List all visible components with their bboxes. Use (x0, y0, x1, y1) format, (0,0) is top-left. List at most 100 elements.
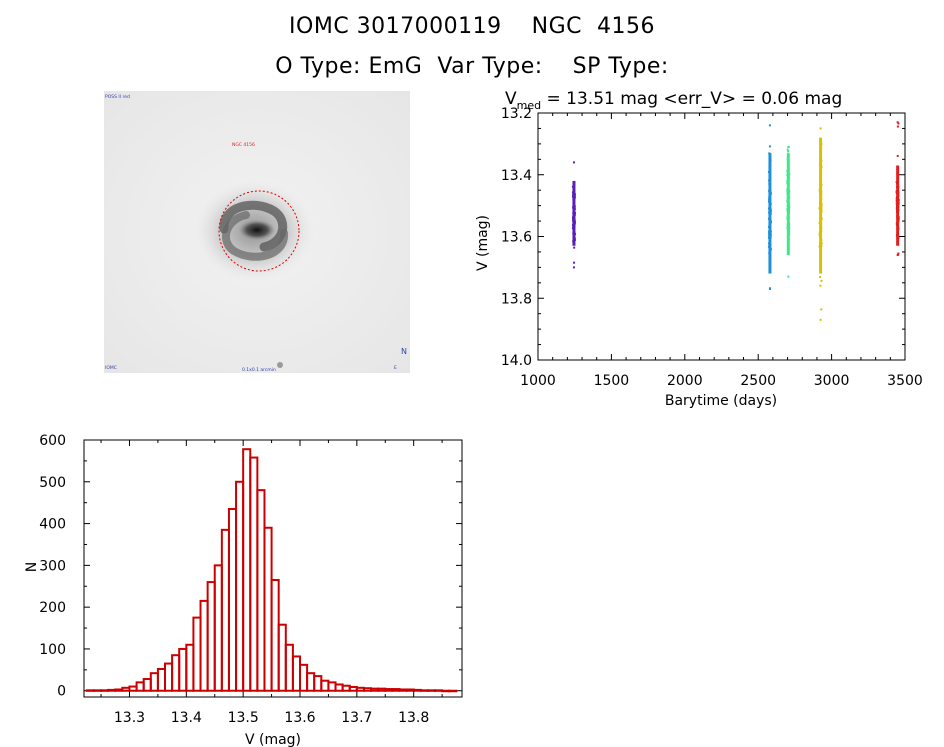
season-5-points (895, 121, 900, 257)
season-1-points (571, 161, 576, 269)
x-tick-label: 13.8 (398, 710, 429, 726)
data-point (572, 161, 575, 164)
histogram-bar (412, 688, 422, 692)
x-tick-label: 13.3 (114, 710, 145, 726)
survey-label: POSS II red (105, 94, 130, 100)
histogram-bar (441, 689, 451, 693)
histogram-bar (121, 686, 131, 692)
light-curve-axes: 1000 1500 2000 2500 3000 3500 13.2 13.4 13.6 13.8… (501, 106, 923, 389)
x-tick-label: 3000 (814, 373, 850, 389)
aperture-circle (218, 190, 300, 272)
y-tick-label: 400 (39, 517, 66, 533)
y-tick-label: 200 (39, 600, 66, 616)
histogram-bar (434, 689, 444, 692)
data-point (787, 150, 790, 153)
x-tick-label: 3500 (887, 373, 923, 389)
data-point (820, 308, 823, 311)
histogram-bar (114, 688, 124, 692)
histogram-bar (199, 599, 209, 692)
data-point (573, 246, 576, 249)
histogram-bar (426, 689, 437, 692)
x-tick-label: 2500 (740, 373, 776, 389)
histogram-bar (306, 672, 316, 692)
data-point (896, 254, 899, 257)
histogram-bar (299, 663, 309, 692)
galaxy-image: POSS II red NGC 4156 IOMC 0.1x0.1 arcmin… (104, 91, 410, 373)
histogram-bar (320, 679, 330, 692)
histogram-bar (85, 689, 95, 692)
x-tick-label: 13.4 (171, 710, 202, 726)
histogram-bar (341, 684, 351, 692)
light-curve-xlabel: Barytime (days) (665, 393, 777, 409)
scale-label: 0.1x0.1 arcmin (242, 367, 276, 373)
data-point (819, 284, 822, 287)
season-core-strip (768, 153, 772, 274)
histogram-bar (128, 685, 138, 692)
histogram-bar (270, 578, 280, 692)
histogram-bar (249, 456, 259, 692)
y-tick-label: 13.8 (501, 291, 532, 307)
histogram-bar (227, 507, 238, 692)
histogram-bar (142, 678, 152, 692)
y-tick-label: 14.0 (501, 353, 532, 369)
histogram-bar (263, 526, 273, 692)
x-tick-label: 13.7 (341, 710, 372, 726)
histogram-bar (313, 675, 323, 692)
figure-title: IOMC 3017000119 NGC 4156 (289, 14, 655, 39)
histogram-bar (391, 688, 401, 692)
histogram-bar (100, 689, 110, 692)
data-point (786, 148, 789, 151)
histogram-bar (156, 668, 166, 692)
histogram-bar (92, 689, 103, 692)
data-point (897, 252, 900, 255)
data-point (572, 266, 575, 269)
x-tick-label: 1500 (594, 373, 630, 389)
data-point (787, 145, 790, 148)
histogram-bar (220, 528, 230, 692)
y-tick-label: 0 (57, 684, 66, 700)
histogram-bar (242, 448, 252, 692)
histogram-bar (370, 687, 380, 692)
y-tick-label: 100 (39, 642, 66, 658)
histogram-bar (107, 688, 117, 692)
histogram-bar (171, 654, 181, 692)
light-curve-ylabel: V (mag) (475, 215, 491, 271)
x-tick-label: 2000 (667, 373, 703, 389)
histogram-bar (206, 581, 216, 692)
histogram-bar (164, 662, 174, 692)
histogram-frame (83, 439, 463, 698)
y-tick-label: 600 (39, 433, 66, 449)
y-tick-label: 13.4 (501, 168, 532, 184)
corner-label: IOMC (105, 365, 117, 371)
histogram-bar (362, 687, 373, 692)
season-core-strip (572, 180, 576, 246)
light-curve-points (571, 121, 900, 321)
x-tick-label: 1000 (520, 373, 556, 389)
data-point (896, 154, 899, 157)
y-tick-label: 500 (39, 475, 66, 491)
histogram-bar (398, 688, 408, 692)
histogram-bar (235, 480, 245, 692)
histogram-bar (135, 681, 145, 692)
data-point (573, 261, 576, 264)
light-curve-title: Vmed = 13.51 mag <err_V> = 0.06 mag (505, 89, 842, 112)
histogram-bar (213, 564, 223, 692)
histogram-bar (384, 688, 394, 692)
histogram-bar (334, 683, 344, 692)
data-point (819, 127, 822, 130)
data-point (819, 318, 822, 321)
season-core-strip (786, 153, 790, 256)
histogram-bar (284, 643, 294, 692)
data-point (896, 125, 899, 128)
histogram-axes: 13.3 13.4 13.5 13.6 13.7 13.8 0 100 200 300 400 500… (39, 433, 463, 726)
histogram-bar (256, 489, 266, 692)
histogram-ylabel: N (24, 562, 40, 572)
x-tick-label: 13.5 (228, 710, 259, 726)
x-tick-label: 13.6 (284, 710, 315, 726)
histogram-bar (327, 681, 337, 692)
data-point (819, 275, 822, 278)
y-tick-label: 300 (39, 558, 66, 574)
histogram-bar (291, 655, 302, 692)
object-label: NGC 4156 (232, 142, 255, 148)
